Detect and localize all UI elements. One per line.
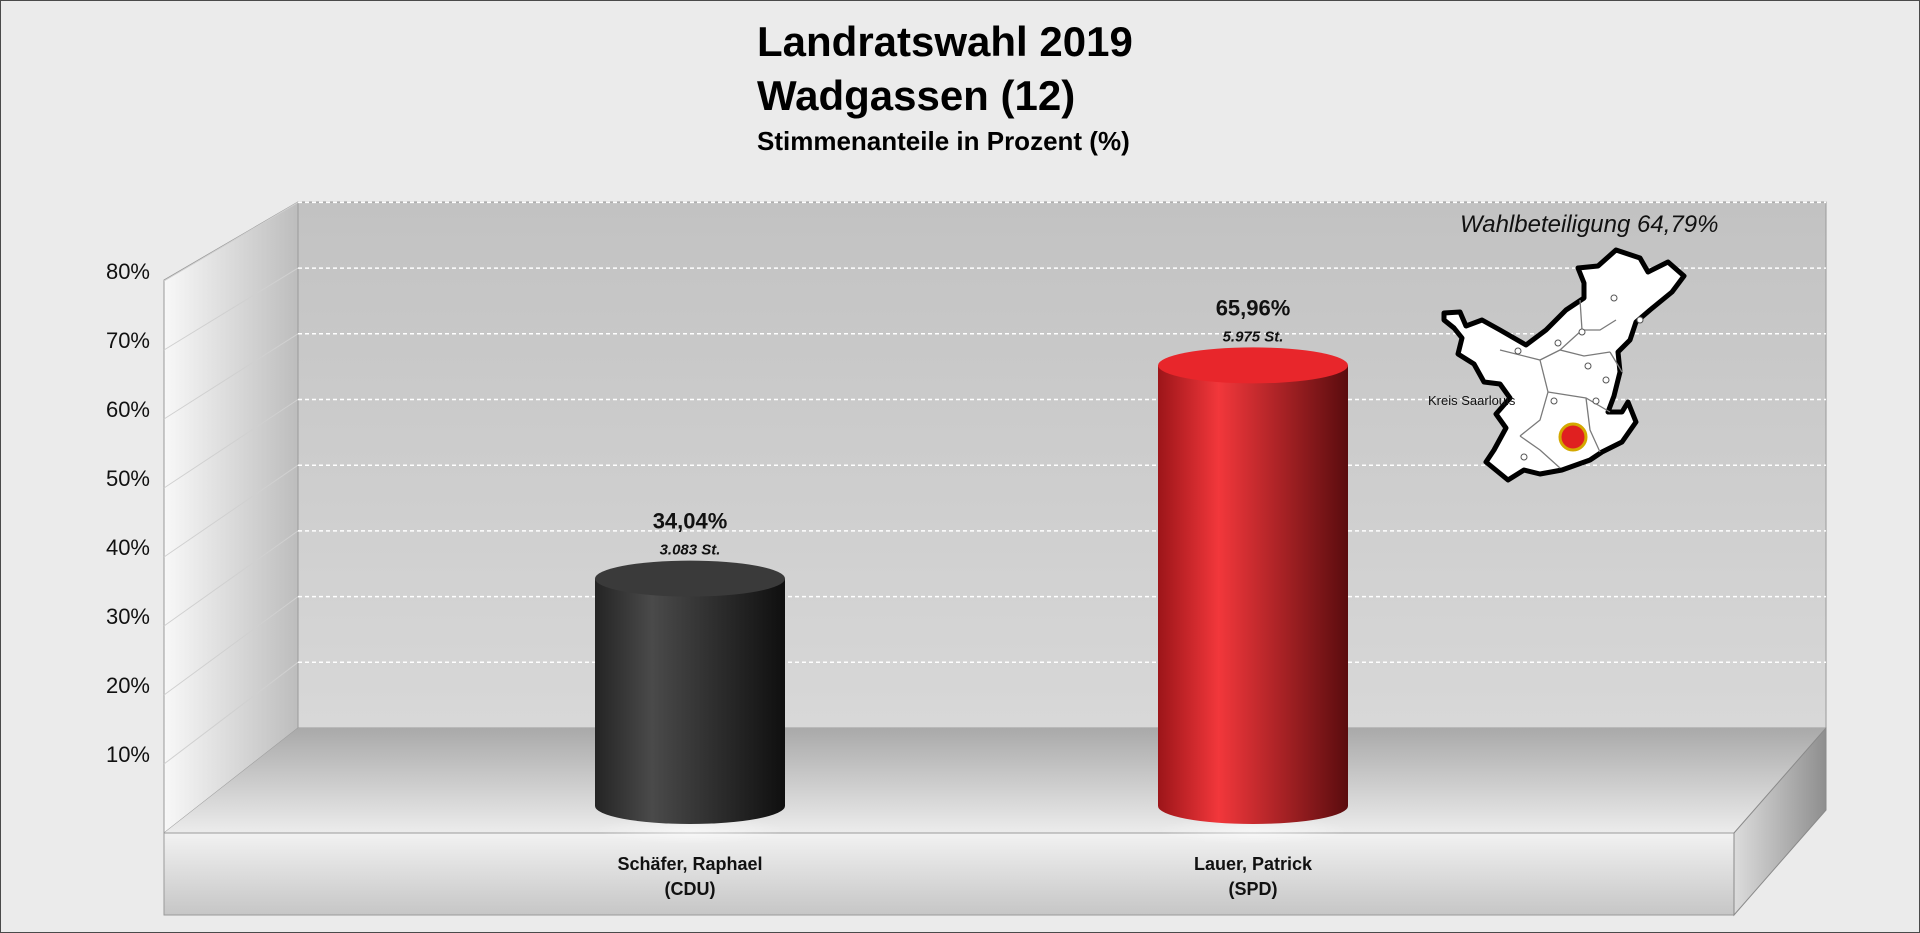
y-tick-label: 60%	[106, 397, 150, 422]
y-tick-label: 40%	[106, 535, 150, 560]
bars: 34,04% 3.083 St. Schäfer, Raphael (CDU) 65,9…	[595, 295, 1348, 899]
gridline-side	[163, 464, 299, 558]
chart-title: Landratswahl 2019	[757, 18, 1133, 65]
party-label: (SPD)	[1229, 879, 1278, 899]
gridline-side	[163, 333, 299, 420]
votes-label: 5.975 St.	[1223, 328, 1284, 345]
side-wall	[163, 201, 299, 835]
y-tick-label: 10%	[106, 742, 150, 767]
value-label: 34,04%	[653, 509, 728, 534]
region-map	[1441, 247, 1687, 483]
bar-body	[1158, 365, 1348, 824]
map-inner-borders	[1499, 299, 1623, 469]
y-tick-label: 20%	[106, 673, 150, 698]
gridline-side	[163, 596, 299, 696]
y-tick-label: 50%	[106, 466, 150, 491]
bar-schaefer: 34,04% 3.083 St. Schäfer, Raphael (CDU)	[595, 509, 785, 899]
y-axis-label: Stimmenanteile in Prozent (%)	[757, 126, 1130, 156]
map-label: Kreis Saarlouis	[1428, 393, 1516, 408]
gridline-side	[163, 267, 299, 351]
y-tick-label: 70%	[106, 328, 150, 353]
base-side	[1733, 726, 1827, 917]
bar-reflection	[595, 816, 785, 844]
base-front	[163, 832, 1735, 916]
bar-top	[1158, 347, 1348, 384]
bar-top	[595, 560, 785, 597]
turnout-annotation: Wahlbeteiligung 64,79%	[1460, 211, 1718, 238]
gridline-side	[163, 399, 299, 489]
gridline-side	[163, 661, 299, 765]
gridlines	[163, 201, 1826, 765]
location-marker	[1558, 422, 1588, 452]
gridline-side	[163, 201, 299, 282]
y-tick-label: 80%	[106, 259, 150, 284]
value-label: 65,96%	[1216, 295, 1291, 320]
map-outline	[1441, 247, 1687, 483]
votes-label: 3.083 St.	[660, 542, 721, 559]
category-label: Schäfer, Raphael	[617, 854, 762, 874]
chart-subtitle: Wadgassen (12)	[757, 72, 1076, 119]
y-axis-ticks: 10% 20% 30% 40% 50% 60% 70% 80%	[106, 259, 150, 767]
bar-body	[595, 578, 785, 824]
party-label: (CDU)	[665, 879, 716, 899]
y-tick-label: 30%	[106, 604, 150, 629]
floor	[164, 728, 1826, 833]
gridline-side	[163, 530, 299, 627]
category-label: Lauer, Patrick	[1194, 854, 1313, 874]
bar-lauer: 65,96% 5.975 St. Lauer, Patrick (SPD)	[1158, 295, 1348, 899]
bar-reflection	[1158, 816, 1348, 844]
